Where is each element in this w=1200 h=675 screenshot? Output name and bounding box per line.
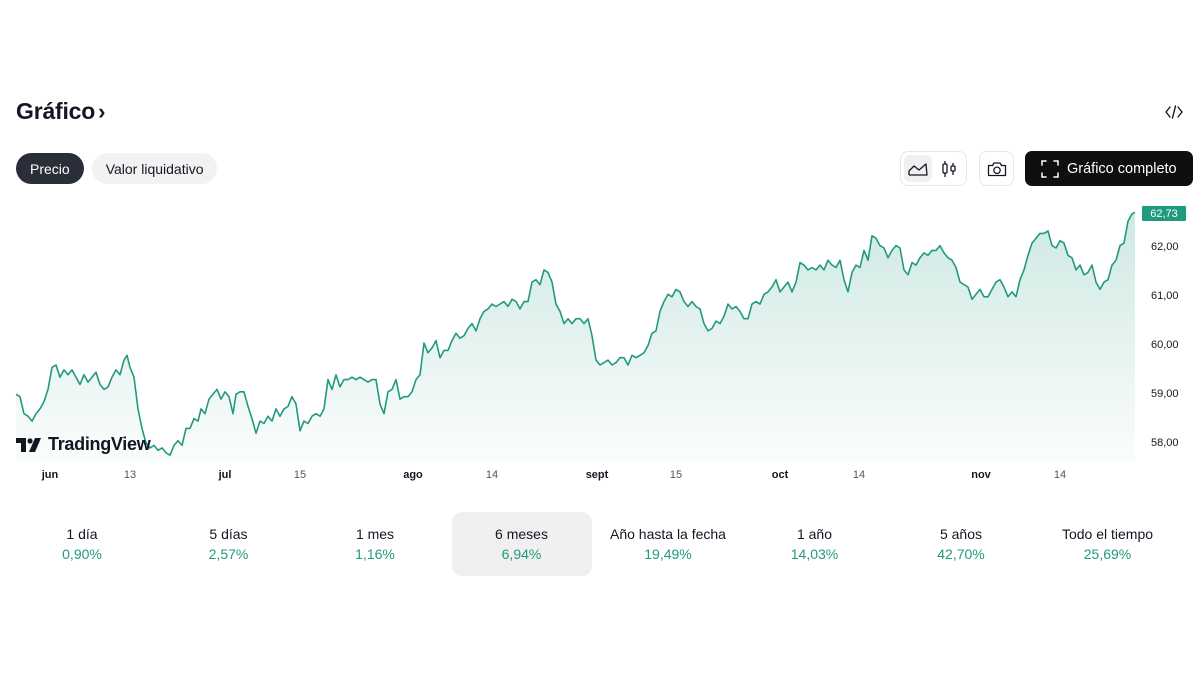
- code-icon: [1165, 105, 1183, 119]
- y-axis-label: 58,00: [1151, 437, 1179, 449]
- y-axis-label: 61,00: [1151, 290, 1179, 302]
- chevron-right-icon: ›: [98, 99, 106, 124]
- period-change: 0,90%: [62, 546, 102, 562]
- camera-icon: [987, 161, 1006, 176]
- period-change: 25,69%: [1083, 546, 1132, 562]
- x-axis-label: 13: [123, 469, 137, 481]
- y-axis-label: 60,00: [1151, 339, 1179, 351]
- y-axis-label: 59,00: [1151, 388, 1179, 400]
- y-axis-label: 62,00: [1151, 241, 1179, 253]
- period-change: 42,70%: [937, 546, 985, 562]
- watermark-text: TradingView: [48, 434, 151, 454]
- full-chart-label: Gráfico completo: [1067, 160, 1177, 177]
- period-label: 1 mes: [355, 526, 395, 542]
- period-label: 5 días: [209, 526, 248, 542]
- price-nav-toggle: Precio Valor liquidativo: [16, 153, 218, 184]
- period-5-dias[interactable]: 5 días 2,57%: [159, 512, 299, 576]
- chart-type-group: [900, 151, 967, 186]
- page-title: Gráfico: [16, 98, 96, 124]
- x-axis-label: 14: [1053, 469, 1067, 481]
- x-axis-label: nov: [971, 469, 991, 481]
- snapshot-button[interactable]: [979, 151, 1014, 186]
- chart-plot-area: [15, 211, 1136, 462]
- x-axis-label: 14: [852, 469, 866, 481]
- period-label: Año hasta la fecha: [610, 526, 726, 542]
- toggle-valor-liquidativo[interactable]: Valor liquidativo: [91, 153, 218, 184]
- period-label: 5 años: [939, 526, 983, 542]
- full-chart-button[interactable]: Gráfico completo: [1025, 151, 1193, 186]
- period-5-anos[interactable]: 5 años 42,70%: [891, 512, 1031, 576]
- period-change: 1,16%: [355, 546, 395, 562]
- area-chart-icon: [908, 162, 928, 176]
- x-axis-label: 15: [669, 469, 683, 481]
- period-ytd[interactable]: Año hasta la fecha 19,49%: [598, 512, 738, 576]
- last-price-badge: 62,73: [1142, 206, 1186, 221]
- fullscreen-icon: [1041, 159, 1059, 178]
- period-change: 19,49%: [644, 546, 692, 562]
- x-axis-label: 15: [293, 469, 307, 481]
- period-change: 14,03%: [790, 546, 839, 562]
- period-label: 1 día: [66, 526, 98, 542]
- tradingview-watermark[interactable]: TradingView: [16, 434, 151, 455]
- price-line: [15, 211, 1136, 457]
- x-axis-label: ago: [403, 469, 423, 481]
- x-axis-label: 14: [485, 469, 499, 481]
- period-1-mes[interactable]: 1 mes 1,16%: [305, 512, 445, 576]
- toggle-precio[interactable]: Precio: [16, 153, 84, 184]
- period-change: 6,94%: [501, 546, 542, 562]
- toggle-label: Precio: [30, 160, 70, 177]
- period-label: 6 meses: [495, 526, 548, 542]
- period-6-meses[interactable]: 6 meses 6,94%: [451, 512, 592, 576]
- period-label: Todo el tiempo: [1061, 526, 1154, 542]
- period-change: 2,57%: [208, 546, 249, 562]
- candlestick-icon: [942, 160, 956, 177]
- price-area-fill: [16, 212, 1135, 462]
- tradingview-logo-icon: [16, 437, 41, 452]
- period-1-dia[interactable]: 1 día 0,90%: [12, 512, 152, 576]
- toggle-label: Valor liquidativo: [105, 160, 204, 177]
- period-selector: 1 día 0,90% 5 días 2,57% 1 mes 1,16% 6 m…: [12, 512, 1192, 576]
- chart-toolbar: Gráfico completo: [900, 151, 1193, 186]
- x-axis-label: oct: [771, 469, 789, 481]
- x-axis-label: jul: [218, 469, 232, 481]
- area-chart-button[interactable]: [904, 155, 932, 182]
- x-axis-label: jun: [41, 469, 59, 481]
- candlestick-chart-button[interactable]: [935, 155, 963, 182]
- period-label: 1 año: [796, 526, 833, 542]
- period-todo-el-tiempo[interactable]: Todo el tiempo 25,69%: [1038, 512, 1178, 576]
- price-chart[interactable]: 62,73 62,00 61,00 60,00 59,00 58,00 jun 1…: [0, 195, 1200, 495]
- chart-title-link[interactable]: Gráfico ›: [16, 98, 105, 125]
- period-1-ano[interactable]: 1 año 14,03%: [745, 512, 885, 576]
- x-axis-label: sept: [585, 469, 609, 481]
- embed-code-button[interactable]: [1160, 100, 1188, 124]
